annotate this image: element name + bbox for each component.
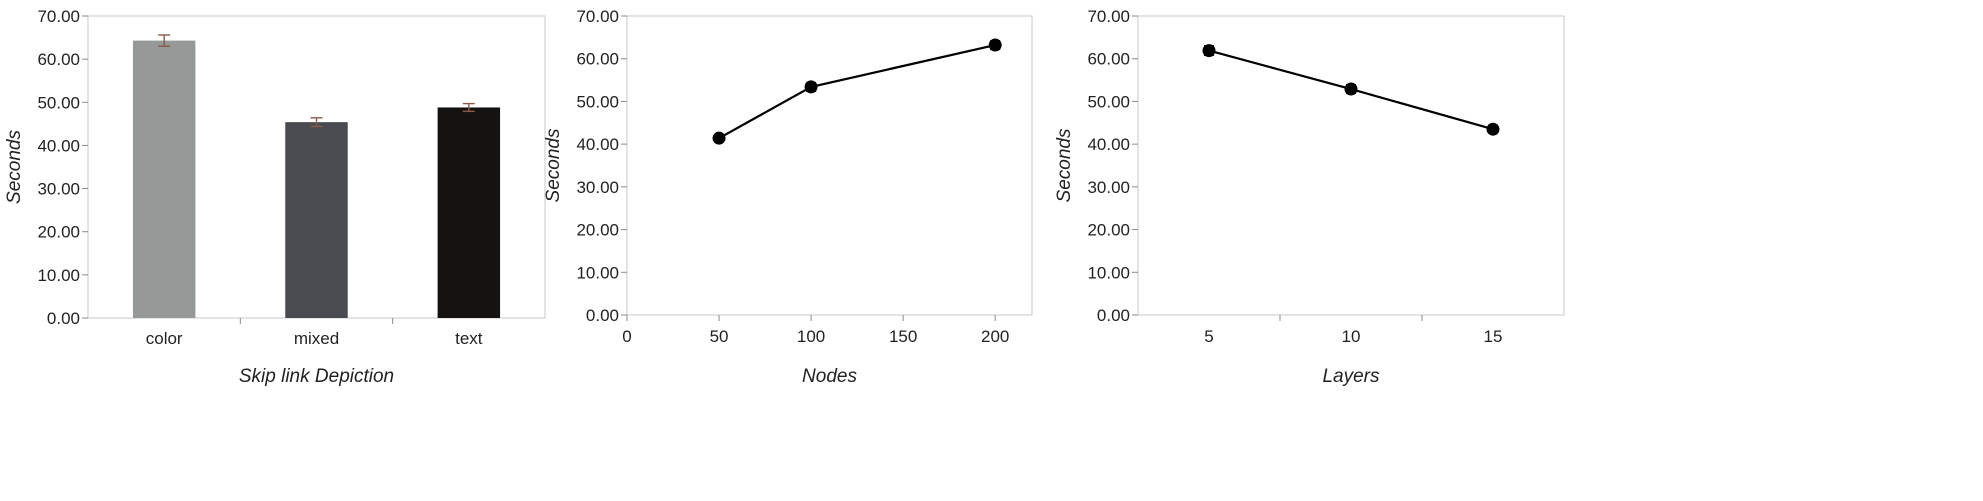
x-tick-label: 0 xyxy=(622,327,631,346)
y-tick-label: 30.00 xyxy=(576,178,619,197)
y-axis-title: Seconds xyxy=(543,128,564,202)
y-axis-title: Seconds xyxy=(4,130,25,204)
y-tick-label: 70.00 xyxy=(1087,7,1130,26)
y-tick-label: 50.00 xyxy=(1087,92,1130,111)
data-point xyxy=(988,38,1002,52)
x-axis-title: Layers xyxy=(1322,366,1380,387)
y-tick-label: 60.00 xyxy=(1087,50,1130,69)
data-point xyxy=(712,131,726,145)
bar-color xyxy=(132,40,196,318)
chart-nodes: 0.00 10.00 20.00 30.00 40.00 50.00 60.00 70.00 S… xyxy=(543,7,1033,387)
x-tick-label: mixed xyxy=(294,329,339,348)
data-point xyxy=(1344,82,1358,96)
y-tick-label: 0.00 xyxy=(1097,306,1130,325)
y-tick-label: 10.00 xyxy=(1087,263,1130,282)
x-tick-label: color xyxy=(146,329,183,348)
x-tick-label: 200 xyxy=(981,327,1009,346)
series-line xyxy=(718,43,996,140)
chart-layers: 0.00 10.00 20.00 30.00 40.00 50.00 60.00 70.00 S… xyxy=(1054,7,1565,387)
y-tick-label: 60.00 xyxy=(37,50,80,69)
x-tick-label: 10 xyxy=(1342,327,1361,346)
y-axis-title: Seconds xyxy=(1054,128,1075,202)
data-point xyxy=(1202,44,1216,58)
plot-area-border xyxy=(626,15,1033,316)
y-tick-label: 70.00 xyxy=(37,7,80,26)
bar-mixed xyxy=(285,122,348,318)
y-tick-label: 40.00 xyxy=(576,135,619,154)
y-tick-label: 20.00 xyxy=(37,223,80,242)
y-tick-label: 50.00 xyxy=(37,93,80,112)
y-tick-label: 70.00 xyxy=(576,7,619,26)
plot-area-border xyxy=(1137,15,1565,316)
y-tick-label: 60.00 xyxy=(576,50,619,69)
y-tick-label: 0.00 xyxy=(586,306,619,325)
y-tick-label: 10.00 xyxy=(576,263,619,282)
y-tick-label: 40.00 xyxy=(37,136,80,155)
x-tick-label: 50 xyxy=(710,327,729,346)
y-tick-label: 40.00 xyxy=(1087,135,1130,154)
x-tick-label: 100 xyxy=(797,327,825,346)
y-tick-label: 10.00 xyxy=(37,266,80,285)
y-tick-label: 30.00 xyxy=(37,180,80,199)
x-tick-label: text xyxy=(455,329,483,348)
y-tick-label: 30.00 xyxy=(1087,178,1130,197)
y-tick-label: 0.00 xyxy=(47,309,80,328)
x-axis-title: Skip link Depiction xyxy=(239,366,394,387)
data-point xyxy=(1486,122,1500,136)
y-tick-label: 50.00 xyxy=(576,92,619,111)
x-tick-label: 5 xyxy=(1204,327,1213,346)
bar-text xyxy=(437,107,501,318)
data-point xyxy=(804,80,818,94)
x-tick-label: 150 xyxy=(889,327,917,346)
x-tick-label: 15 xyxy=(1484,327,1503,346)
y-tick-label: 20.00 xyxy=(576,221,619,240)
chart-skip-link-depiction: 0.00 10.00 20.00 30.00 40.00 50.00 60.00 70.00 S… xyxy=(4,7,546,387)
y-tick-label: 20.00 xyxy=(1087,221,1130,240)
x-axis-title: Nodes xyxy=(802,366,857,387)
